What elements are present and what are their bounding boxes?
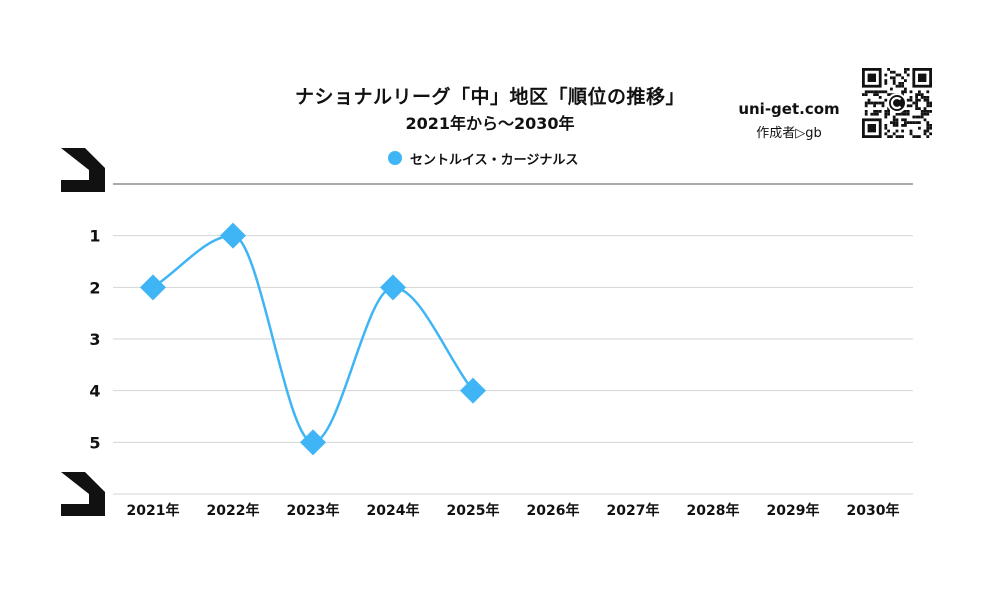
data-point-marker (300, 429, 326, 456)
legend-marker (388, 151, 402, 165)
axis-corner-top (61, 148, 105, 192)
axis-corner-bottom (61, 472, 105, 516)
x-tick-label: 2022年 (207, 502, 260, 519)
site-url-text[interactable]: uni-get.com (738, 100, 840, 118)
x-tick-label: 2024年 (367, 502, 420, 519)
data-point-marker (140, 274, 166, 301)
x-tick-label: 2026年 (527, 502, 580, 519)
y-tick-label: 5 (89, 433, 100, 452)
data-point-marker (380, 274, 406, 301)
y-tick-label: 4 (89, 382, 100, 401)
legend-label: セントルイス・カージナルス (410, 152, 579, 168)
data-point-marker (460, 377, 486, 404)
author-credit: 作成者▷gb (756, 126, 822, 141)
x-tick-label: 2027年 (607, 502, 660, 519)
y-tick-label: 3 (89, 330, 100, 349)
x-tick-label: 2029年 (767, 502, 820, 519)
qr-code-icon (862, 68, 932, 138)
x-tick-label: 2030年 (847, 502, 900, 519)
legend: セントルイス・カージナルス (388, 149, 579, 168)
x-tick-label: 2028年 (687, 502, 740, 519)
x-tick-label: 2025年 (447, 502, 500, 519)
x-tick-label: 2023年 (287, 502, 340, 519)
y-tick-label: 1 (89, 227, 100, 246)
chart-title: ナショナルリーグ「中」地区「順位の推移」 (294, 86, 685, 108)
data-point-marker (220, 222, 246, 249)
x-tick-label: 2021年 (127, 502, 180, 519)
y-tick-label: 2 (89, 278, 100, 297)
chart-subtitle: 2021年から〜2030年 (405, 114, 575, 133)
